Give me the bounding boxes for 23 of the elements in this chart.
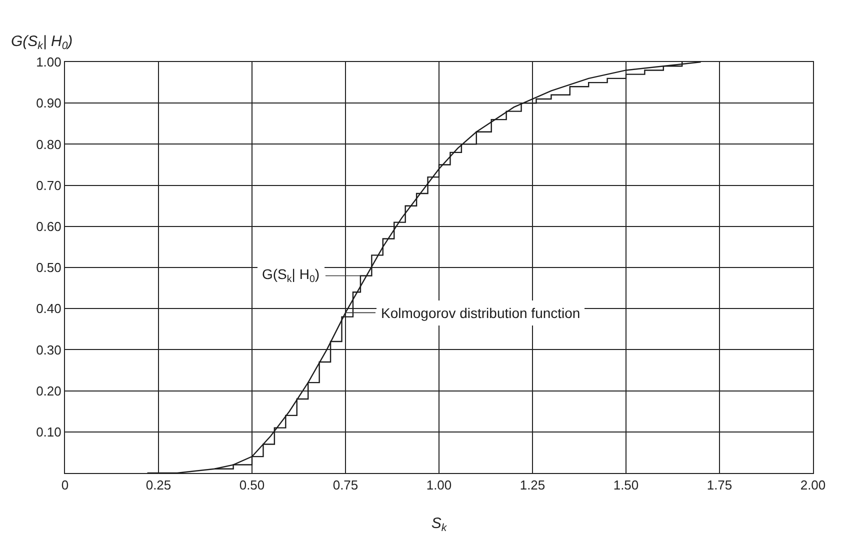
text: G(S$_{k}$| H$_{0}$) — [262, 266, 320, 285]
series-label: Kolmogorov distribution function — [381, 305, 580, 321]
y-tick-label: 0.80 — [36, 136, 62, 152]
y-tick-label: 0.30 — [36, 342, 62, 358]
x-tick-label: 1.25 — [520, 478, 546, 493]
x-tick-label: 0.75 — [332, 478, 358, 493]
y-tick-label: 0.60 — [36, 218, 62, 234]
x-axis-title: S$_{k}$ — [431, 515, 448, 534]
y-tick-label: 0.20 — [36, 383, 62, 398]
x-tick-label: 2.00 — [800, 478, 826, 493]
x-tick-label: 0.50 — [239, 478, 265, 493]
x-tick-label: 0 — [61, 478, 69, 493]
x-tick-label: 0.25 — [146, 478, 172, 493]
y-tick-label: 0.50 — [36, 260, 62, 276]
y-tick-label: 0.70 — [36, 178, 62, 193]
y-tick-label: 1.00 — [36, 54, 62, 70]
y-axis-title: G(S$_{k}$| H$_{0}$) — [11, 33, 73, 52]
y-tick-label: 0.40 — [36, 301, 62, 316]
y-tick-label: 0.10 — [36, 424, 62, 440]
x-tick-label: 1.75 — [706, 478, 732, 493]
y-tick-label: 0.90 — [36, 96, 62, 111]
x-tick-label: 1.50 — [613, 478, 639, 493]
x-tick-label: 1.00 — [426, 478, 452, 493]
